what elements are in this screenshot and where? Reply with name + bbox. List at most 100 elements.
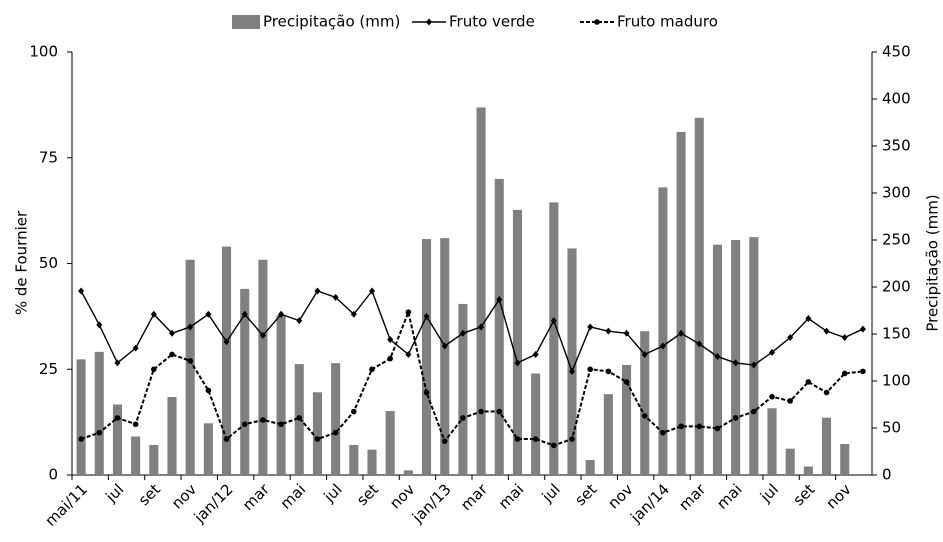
bar	[512, 209, 522, 476]
marker	[841, 370, 848, 377]
marker	[223, 338, 230, 346]
marker	[78, 436, 84, 442]
line	[80, 289, 864, 374]
marker	[769, 393, 775, 400]
marker	[823, 327, 830, 335]
legend-label: Fruto maduro	[617, 13, 718, 31]
y-tick-label: 75	[39, 148, 58, 166]
bar	[840, 443, 850, 475]
legend-label: Precipitação (mm)	[263, 13, 400, 31]
x-tick-label: mai/11	[42, 480, 92, 530]
x-tick-label: set	[571, 480, 600, 509]
marker	[478, 323, 485, 331]
bar	[185, 259, 195, 475]
x-tick-label: mai	[713, 480, 746, 513]
marker	[132, 344, 139, 352]
y2-tick-label: 350	[882, 137, 911, 155]
y2-tick-label: 400	[882, 90, 911, 108]
x-tick-label: jan/14	[626, 480, 673, 527]
marker	[569, 367, 575, 375]
x-tick-label: mar	[239, 480, 274, 515]
marker	[696, 423, 703, 430]
x-tick-label: jul	[320, 480, 346, 506]
marker	[114, 415, 121, 421]
bar	[767, 408, 777, 475]
marker	[169, 351, 175, 358]
marker	[532, 350, 539, 358]
bar	[403, 470, 413, 475]
marker	[714, 353, 721, 361]
marker	[569, 436, 575, 442]
bar	[258, 259, 268, 475]
bar	[458, 303, 468, 475]
bar	[494, 178, 504, 475]
marker	[296, 415, 303, 421]
x-tick-label: mar	[675, 480, 710, 515]
y-tick-label: 0	[48, 466, 58, 484]
marker	[205, 310, 212, 318]
marker	[823, 389, 830, 396]
legend-marker	[594, 19, 600, 25]
x-tick-label: set	[789, 480, 818, 509]
x-tick-label: jan/12	[190, 480, 237, 527]
marker	[369, 287, 375, 295]
marker	[678, 329, 685, 337]
marker	[659, 342, 666, 350]
y2-tick-label: 450	[882, 43, 911, 61]
marker	[296, 317, 303, 325]
bar	[622, 365, 632, 475]
marker	[187, 323, 194, 331]
bar	[276, 315, 286, 475]
y2-tick-label: 50	[882, 419, 901, 437]
marker	[623, 379, 630, 385]
y-axis-label: % de Fournier	[13, 210, 31, 315]
marker	[314, 436, 321, 442]
y2-tick-label: 150	[882, 325, 911, 343]
y2-tick-label: 200	[882, 278, 911, 296]
bar	[476, 107, 486, 476]
bar	[785, 448, 795, 475]
bar	[131, 436, 141, 475]
y2-tick-label: 100	[882, 372, 911, 390]
marker	[660, 429, 666, 436]
marker	[587, 323, 594, 331]
marker	[641, 350, 648, 358]
x-tick-label: set	[135, 480, 164, 509]
marker	[751, 408, 757, 415]
marker	[405, 350, 412, 358]
x-tick-label: jan/13	[408, 480, 455, 527]
marker	[169, 329, 175, 337]
y2-tick-label: 250	[882, 231, 911, 249]
marker	[187, 357, 193, 364]
bar	[603, 394, 613, 475]
bar	[658, 187, 668, 476]
bar	[149, 444, 159, 475]
marker	[714, 425, 721, 432]
marker	[369, 366, 375, 373]
marker	[132, 421, 139, 428]
marker	[96, 321, 103, 329]
bar	[76, 359, 86, 475]
bar	[531, 373, 541, 475]
marker	[441, 438, 448, 444]
legend-label: Fruto verde	[449, 13, 535, 31]
marker	[278, 421, 284, 428]
marker	[78, 287, 85, 295]
marker	[496, 295, 503, 303]
bar	[167, 396, 177, 475]
marker	[532, 436, 539, 442]
marker	[859, 325, 866, 333]
marker	[241, 310, 248, 318]
marker	[441, 342, 448, 350]
marker	[387, 355, 393, 362]
marker	[259, 331, 266, 339]
marker	[150, 310, 157, 318]
bar	[676, 131, 686, 475]
marker	[587, 366, 593, 373]
marker	[641, 412, 648, 419]
marker	[460, 415, 466, 421]
marker	[732, 359, 739, 367]
marker	[387, 336, 394, 344]
marker	[769, 348, 775, 356]
marker	[732, 415, 739, 421]
